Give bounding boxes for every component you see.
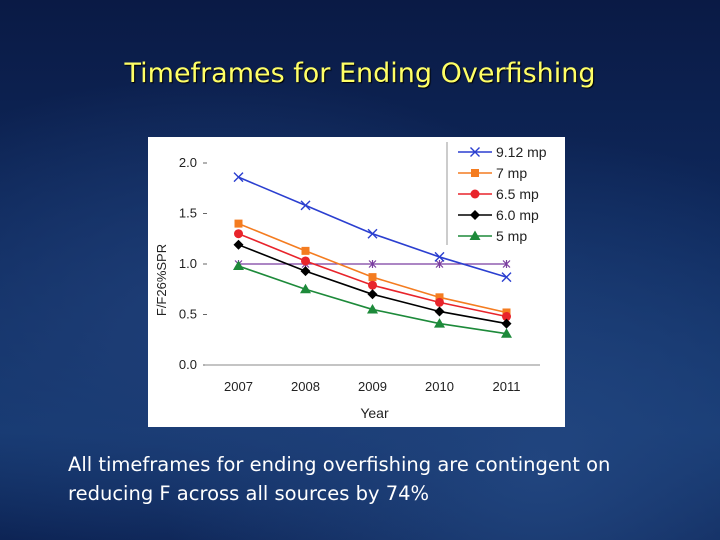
chart-panel: 0.0 0.5 1.0 1.5 2.0 2007 2008 2009 2010 2011 Year F… bbox=[148, 137, 565, 427]
series-point bbox=[300, 266, 311, 277]
legend-swatch-marker bbox=[470, 189, 480, 199]
series-point bbox=[234, 219, 243, 228]
y-tick-label: 1.5 bbox=[179, 206, 197, 221]
series-point bbox=[367, 228, 378, 239]
chart-axes: 0.0 0.5 1.0 1.5 2.0 2007 2008 2009 2010 2011 Year F… bbox=[154, 155, 540, 421]
series-point bbox=[368, 280, 377, 290]
series-point bbox=[435, 297, 444, 307]
series-point bbox=[501, 328, 512, 338]
series-point bbox=[234, 229, 243, 239]
slide-title: Timeframes for Ending Overfishing bbox=[124, 58, 596, 89]
reference-line-point bbox=[435, 260, 444, 268]
legend-swatch-marker bbox=[470, 147, 480, 157]
series-point bbox=[501, 272, 512, 283]
x-tick-label: 2007 bbox=[224, 379, 253, 394]
y-tick-label: 2.0 bbox=[179, 155, 197, 170]
caption-line-1: All timeframes for ending overfishing ar… bbox=[68, 453, 611, 476]
series-4 bbox=[233, 260, 512, 338]
series-point bbox=[233, 239, 244, 250]
legend-label: 6.0 mp bbox=[496, 207, 539, 223]
series-point bbox=[367, 303, 378, 314]
series-point bbox=[435, 293, 444, 302]
legend-swatch-marker bbox=[469, 230, 481, 240]
series-point bbox=[368, 273, 377, 282]
y-tick-label: 1.0 bbox=[179, 256, 197, 271]
series-0 bbox=[233, 172, 512, 283]
legend-swatch-marker bbox=[471, 169, 479, 177]
series-point bbox=[502, 312, 511, 322]
series-point bbox=[434, 251, 445, 262]
x-tick-label: 2009 bbox=[358, 379, 387, 394]
legend-label: 9.12 mp bbox=[496, 144, 547, 160]
series-point bbox=[233, 260, 244, 271]
legend-item: 7 mp bbox=[458, 165, 527, 181]
x-tick-label: 2008 bbox=[291, 379, 320, 394]
reference-line-point bbox=[368, 260, 377, 268]
legend-label: 5 mp bbox=[496, 228, 527, 244]
series-point bbox=[501, 318, 512, 329]
legend-label: 7 mp bbox=[496, 165, 527, 181]
y-axis-title: F/F26%SPR bbox=[154, 244, 169, 316]
series-point bbox=[301, 256, 310, 266]
x-tick-label: 2010 bbox=[425, 379, 454, 394]
y-tick-label: 0.0 bbox=[179, 357, 197, 372]
legend-label: 6.5 mp bbox=[496, 186, 539, 202]
reference-line-point bbox=[502, 260, 511, 268]
series-point bbox=[300, 200, 311, 211]
x-tick-label: 2011 bbox=[493, 379, 521, 394]
chart-series bbox=[233, 172, 512, 338]
caption-line-2: reducing F across all sources by 74% bbox=[68, 482, 430, 505]
legend-item: 9.12 mp bbox=[458, 144, 547, 160]
x-axis-title: Year bbox=[360, 405, 389, 421]
series-point bbox=[233, 172, 244, 183]
series-point bbox=[434, 306, 445, 317]
legend-item: 5 mp bbox=[458, 228, 527, 244]
legend-swatch-marker bbox=[470, 210, 480, 220]
legend-item: 6.0 mp bbox=[458, 207, 539, 223]
line-chart: 0.0 0.5 1.0 1.5 2.0 2007 2008 2009 2010 2011 Year F… bbox=[154, 142, 547, 421]
legend-item: 6.5 mp bbox=[458, 186, 539, 202]
y-tick-label: 0.5 bbox=[179, 307, 197, 322]
series-3 bbox=[233, 239, 512, 329]
series-2 bbox=[234, 229, 511, 322]
series-point bbox=[434, 318, 445, 328]
slide-caption: All timeframes for ending overfishing ar… bbox=[68, 450, 688, 508]
reference-line bbox=[234, 260, 511, 268]
series-point bbox=[367, 289, 378, 300]
chart-legend: 9.12 mp 7 mp 6.5 mp 6.0 mp 5 mp bbox=[446, 142, 547, 245]
series-point bbox=[300, 283, 311, 294]
series-point bbox=[301, 246, 310, 255]
